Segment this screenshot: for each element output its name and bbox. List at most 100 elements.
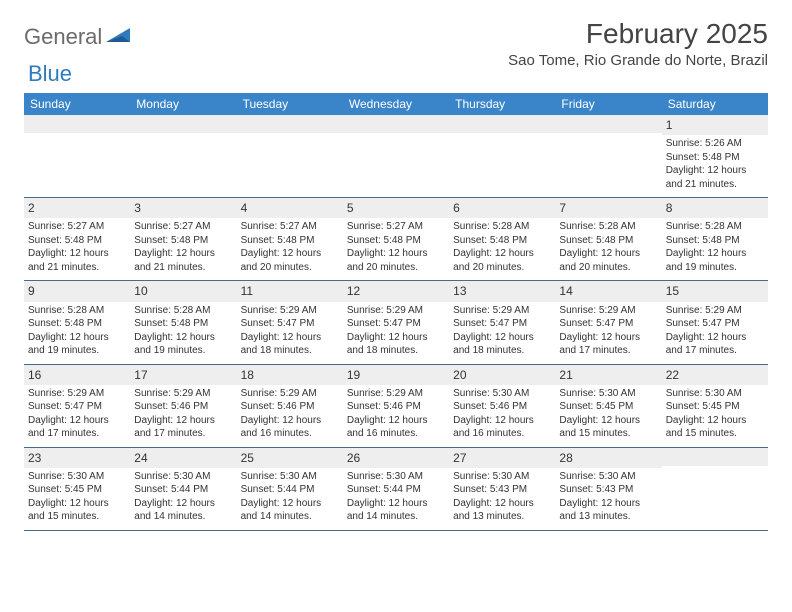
logo-text-general: General — [24, 24, 102, 50]
weekday-header: Wednesday — [343, 93, 449, 115]
day-details: Sunrise: 5:30 AMSunset: 5:43 PMDaylight:… — [559, 470, 657, 524]
empty-day-cell — [555, 115, 661, 197]
day-cell: 19Sunrise: 5:29 AMSunset: 5:46 PMDayligh… — [343, 365, 449, 447]
day-number: 22 — [662, 365, 768, 385]
day-details: Sunrise: 5:30 AMSunset: 5:44 PMDaylight:… — [347, 470, 445, 524]
title-block: February 2025 Sao Tome, Rio Grande do No… — [508, 18, 768, 69]
empty-day-cell — [130, 115, 236, 197]
week-row: 2Sunrise: 5:27 AMSunset: 5:48 PMDaylight… — [24, 198, 768, 281]
logo: General — [24, 18, 134, 50]
day-cell: 17Sunrise: 5:29 AMSunset: 5:46 PMDayligh… — [130, 365, 236, 447]
weekday-header: Tuesday — [237, 93, 343, 115]
day-cell: 4Sunrise: 5:27 AMSunset: 5:48 PMDaylight… — [237, 198, 343, 280]
day-number: 5 — [343, 198, 449, 218]
day-details: Sunrise: 5:29 AMSunset: 5:46 PMDaylight:… — [134, 387, 232, 441]
calendar-page: General February 2025 Sao Tome, Rio Gran… — [0, 0, 792, 549]
day-details: Sunrise: 5:30 AMSunset: 5:44 PMDaylight:… — [134, 470, 232, 524]
day-details: Sunrise: 5:28 AMSunset: 5:48 PMDaylight:… — [666, 220, 764, 274]
day-number-bar-empty — [343, 115, 449, 133]
day-number: 10 — [130, 281, 236, 301]
day-cell: 8Sunrise: 5:28 AMSunset: 5:48 PMDaylight… — [662, 198, 768, 280]
day-cell: 12Sunrise: 5:29 AMSunset: 5:47 PMDayligh… — [343, 281, 449, 363]
day-details: Sunrise: 5:30 AMSunset: 5:43 PMDaylight:… — [453, 470, 551, 524]
day-details: Sunrise: 5:28 AMSunset: 5:48 PMDaylight:… — [453, 220, 551, 274]
weekday-header: Monday — [130, 93, 236, 115]
day-number-bar-empty — [237, 115, 343, 133]
day-number: 28 — [555, 448, 661, 468]
day-details: Sunrise: 5:29 AMSunset: 5:46 PMDaylight:… — [347, 387, 445, 441]
day-cell: 5Sunrise: 5:27 AMSunset: 5:48 PMDaylight… — [343, 198, 449, 280]
empty-day-cell — [662, 448, 768, 530]
logo-triangle-icon — [106, 26, 132, 49]
day-cell: 28Sunrise: 5:30 AMSunset: 5:43 PMDayligh… — [555, 448, 661, 530]
day-details: Sunrise: 5:30 AMSunset: 5:46 PMDaylight:… — [453, 387, 551, 441]
day-cell: 15Sunrise: 5:29 AMSunset: 5:47 PMDayligh… — [662, 281, 768, 363]
day-number: 26 — [343, 448, 449, 468]
day-number-bar-empty — [555, 115, 661, 133]
day-cell: 13 Sunrise: 5:29 AMSunset: 5:47 PMDayligh… — [449, 281, 555, 363]
month-title: February 2025 — [508, 18, 768, 50]
day-number: 9 — [24, 281, 130, 301]
logo-text-blue: Blue — [28, 61, 72, 87]
day-details: Sunrise: 5:29 AMSunset: 5:47 PMDaylight:… — [453, 304, 551, 358]
week-row: 23Sunrise: 5:30 AMSunset: 5:45 PMDayligh… — [24, 448, 768, 531]
day-number: 1 — [662, 115, 768, 135]
day-cell: 21Sunrise: 5:30 AMSunset: 5:45 PMDayligh… — [555, 365, 661, 447]
day-details: Sunrise: 5:27 AMSunset: 5:48 PMDaylight:… — [28, 220, 126, 274]
day-details: Sunrise: 5:29 AMSunset: 5:46 PMDaylight:… — [241, 387, 339, 441]
day-number-bar-empty — [24, 115, 130, 133]
day-cell: 20Sunrise: 5:30 AMSunset: 5:46 PMDayligh… — [449, 365, 555, 447]
day-number: 23 — [24, 448, 130, 468]
day-number: 4 — [237, 198, 343, 218]
day-number: 13 — [449, 281, 555, 301]
empty-day-cell — [24, 115, 130, 197]
weekday-header: Saturday — [662, 93, 768, 115]
day-number: 25 — [237, 448, 343, 468]
week-row: 1Sunrise: 5:26 AMSunset: 5:48 PMDaylight… — [24, 115, 768, 198]
day-details: Sunrise: 5:27 AMSunset: 5:48 PMDaylight:… — [241, 220, 339, 274]
day-details: Sunrise: 5:27 AMSunset: 5:48 PMDaylight:… — [134, 220, 232, 274]
day-details: Sunrise: 5:30 AMSunset: 5:45 PMDaylight:… — [28, 470, 126, 524]
day-cell: 3Sunrise: 5:27 AMSunset: 5:48 PMDaylight… — [130, 198, 236, 280]
day-cell: 14 Sunrise: 5:29 AMSunset: 5:47 PMDayligh… — [555, 281, 661, 363]
day-details: Sunrise: 5:29 AMSunset: 5:47 PMDaylight:… — [559, 304, 657, 358]
day-number: 21 — [555, 365, 661, 385]
day-cell: 6Sunrise: 5:28 AMSunset: 5:48 PMDaylight… — [449, 198, 555, 280]
day-number: 7 — [555, 198, 661, 218]
empty-day-cell — [449, 115, 555, 197]
day-details: Sunrise: 5:30 AMSunset: 5:44 PMDaylight:… — [241, 470, 339, 524]
day-details: Sunrise: 5:29 AMSunset: 5:47 PMDaylight:… — [28, 387, 126, 441]
day-number-bar-empty — [449, 115, 555, 133]
day-number: 14 — [555, 281, 661, 301]
day-details: Sunrise: 5:30 AMSunset: 5:45 PMDaylight:… — [666, 387, 764, 441]
day-cell: 22Sunrise: 5:30 AMSunset: 5:45 PMDayligh… — [662, 365, 768, 447]
day-cell: 1Sunrise: 5:26 AMSunset: 5:48 PMDaylight… — [662, 115, 768, 197]
day-cell: 9Sunrise: 5:28 AMSunset: 5:48 PMDaylight… — [24, 281, 130, 363]
week-row: 9Sunrise: 5:28 AMSunset: 5:48 PMDaylight… — [24, 281, 768, 364]
week-row: 16Sunrise: 5:29 AMSunset: 5:47 PMDayligh… — [24, 365, 768, 448]
day-cell: 27Sunrise: 5:30 AMSunset: 5:43 PMDayligh… — [449, 448, 555, 530]
day-number: 16 — [24, 365, 130, 385]
empty-day-cell — [343, 115, 449, 197]
day-number: 8 — [662, 198, 768, 218]
day-details: Sunrise: 5:27 AMSunset: 5:48 PMDaylight:… — [347, 220, 445, 274]
day-details: Sunrise: 5:29 AMSunset: 5:47 PMDaylight:… — [241, 304, 339, 358]
day-cell: 7Sunrise: 5:28 AMSunset: 5:48 PMDaylight… — [555, 198, 661, 280]
day-number: 19 — [343, 365, 449, 385]
weekday-header-row: SundayMondayTuesdayWednesdayThursdayFrid… — [24, 93, 768, 115]
day-number: 12 — [343, 281, 449, 301]
day-cell: 11Sunrise: 5:29 AMSunset: 5:47 PMDayligh… — [237, 281, 343, 363]
day-details: Sunrise: 5:28 AMSunset: 5:48 PMDaylight:… — [134, 304, 232, 358]
day-cell: 16Sunrise: 5:29 AMSunset: 5:47 PMDayligh… — [24, 365, 130, 447]
day-number-bar-empty — [662, 448, 768, 466]
day-number: 27 — [449, 448, 555, 468]
day-number: 6 — [449, 198, 555, 218]
day-number: 20 — [449, 365, 555, 385]
day-cell: 10 Sunrise: 5:28 AMSunset: 5:48 PMDayligh… — [130, 281, 236, 363]
day-cell: 26Sunrise: 5:30 AMSunset: 5:44 PMDayligh… — [343, 448, 449, 530]
day-number: 18 — [237, 365, 343, 385]
weekday-header: Friday — [555, 93, 661, 115]
day-number: 2 — [24, 198, 130, 218]
day-number: 17 — [130, 365, 236, 385]
day-details: Sunrise: 5:29 AMSunset: 5:47 PMDaylight:… — [666, 304, 764, 358]
